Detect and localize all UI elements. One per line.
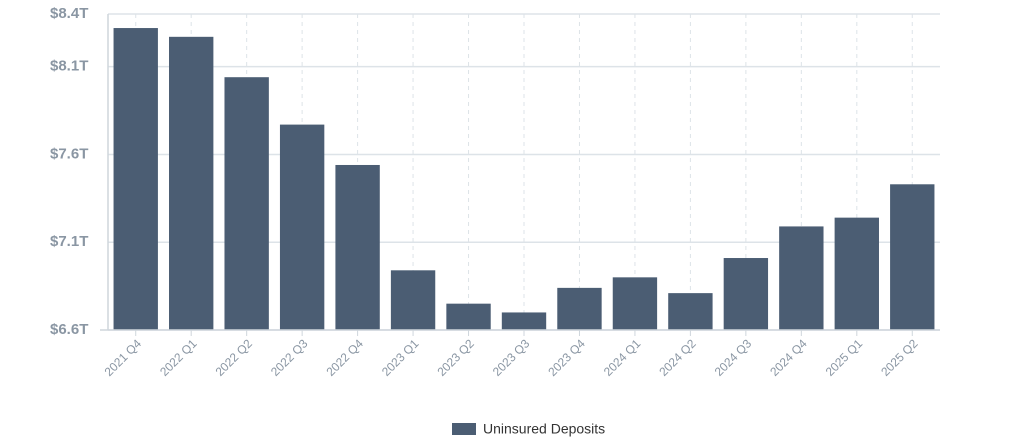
bar [113,28,158,331]
x-tick-label: 2022 Q2 [213,336,256,379]
bar [612,277,658,330]
bar [834,217,879,330]
bar [890,184,935,330]
x-tick-label: 2024 Q3 [712,336,755,379]
bar [779,226,824,330]
y-tick-label: $6.6T [50,321,88,338]
legend-swatch [452,423,476,435]
x-tick-label: 2024 Q1 [601,336,644,379]
bar [169,36,214,330]
bar [224,77,269,330]
bar [279,124,325,330]
bar [390,270,436,330]
x-tick-label: 2025 Q2 [878,336,921,379]
x-tick-label: 2023 Q3 [490,336,533,379]
x-tick-label: 2022 Q3 [268,336,311,379]
x-tick-label: 2023 Q1 [379,336,422,379]
x-tick-label: 2024 Q2 [656,336,699,379]
x-tick-label: 2022 Q4 [324,336,367,379]
bar [668,293,713,330]
y-tick-label: $7.6T [50,145,88,162]
x-tick-label: 2023 Q2 [434,336,477,379]
y-tick-label: $8.4T [50,5,88,22]
y-tick-label: $7.1T [50,233,88,250]
legend-label: Uninsured Deposits [483,421,605,437]
bar [723,258,769,330]
bar [557,287,602,330]
bar [335,164,380,330]
x-tick-label: 2023 Q4 [545,336,588,379]
bar [446,303,491,330]
x-tick-label: 2025 Q1 [823,336,866,379]
x-tick-label: 2024 Q4 [767,336,810,379]
bar [501,312,547,330]
y-tick-label: $8.1T [50,58,88,75]
x-tick-label: 2021 Q4 [102,336,145,379]
x-tick-label: 2022 Q1 [157,336,200,379]
